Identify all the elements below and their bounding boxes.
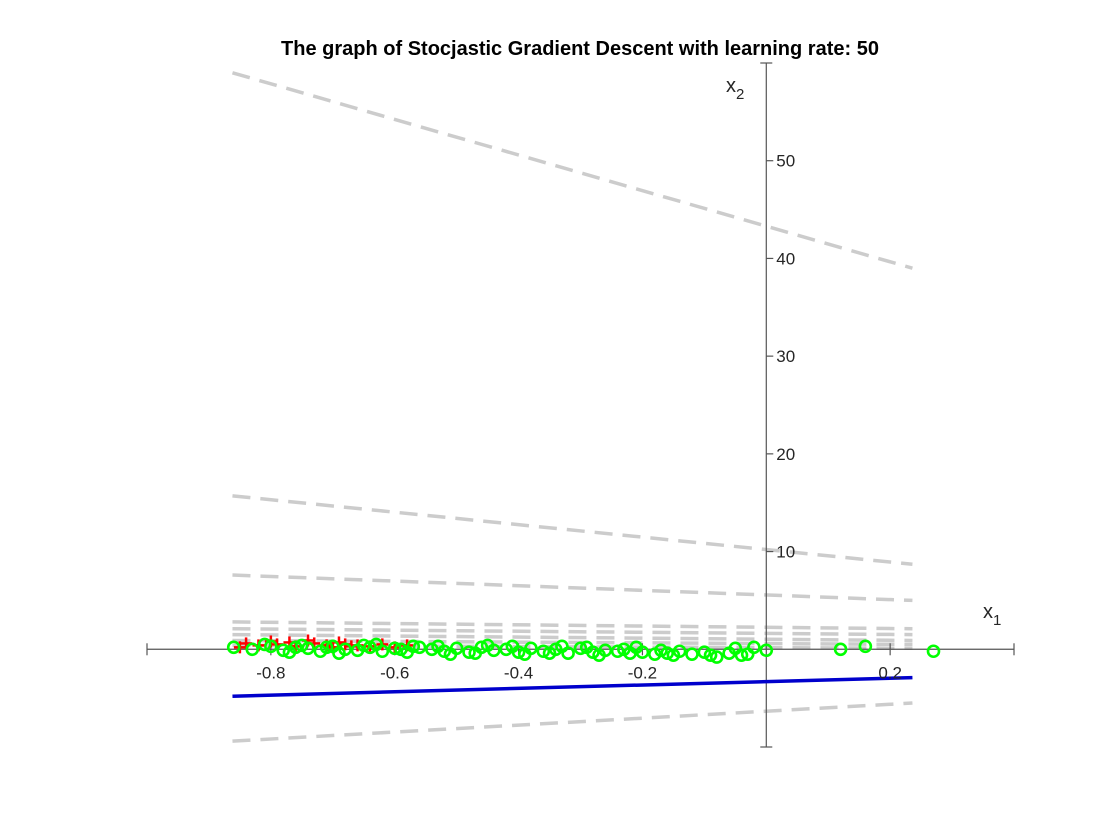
circle-marker	[226, 640, 241, 655]
circle-marker	[617, 642, 631, 657]
y-tick-label: 20	[776, 445, 795, 464]
circle-marker	[356, 638, 371, 653]
x-tick-label: -0.4	[504, 663, 533, 682]
circle-marker	[654, 643, 668, 658]
circle-marker	[245, 642, 260, 657]
y-tick-label: 40	[776, 249, 795, 268]
circle-marker	[462, 645, 476, 660]
intermediate-boundary-line	[232, 573, 913, 603]
x-axis-label: x1	[983, 601, 1001, 629]
circle-marker	[629, 640, 644, 655]
circle-marker	[480, 638, 495, 653]
y-tick-label: 10	[776, 543, 795, 562]
circle-marker	[394, 642, 408, 657]
x-tick-label: -0.6	[380, 663, 409, 682]
x-tick-label: 0.2	[878, 663, 902, 682]
circle-marker	[536, 644, 551, 659]
final-boundary-line	[232, 675, 913, 698]
tick-labels: -0.8 -0.6 -0.4 -0.2 0.2 10 20 30 40 50	[256, 152, 902, 683]
intermediate-boundary-line	[231, 71, 913, 270]
intermediate-boundary-line	[232, 701, 913, 743]
circle-marker	[555, 639, 569, 654]
circle-marker	[709, 650, 724, 664]
circle-marker	[703, 648, 718, 662]
intermediate-boundary-line	[232, 620, 913, 631]
y-axis-label: x2	[726, 75, 744, 103]
circle-marker	[759, 643, 774, 658]
circle-marker	[282, 645, 297, 660]
circle-marker	[926, 644, 941, 659]
y-tick-label: 30	[776, 347, 795, 366]
circle-marker	[332, 646, 346, 660]
circle-marker	[542, 646, 557, 660]
x-tick-label: -0.2	[628, 663, 657, 682]
circle-marker	[412, 640, 427, 655]
y-tick-label: 50	[776, 152, 795, 171]
circle-marker	[858, 639, 873, 654]
circle-marker	[505, 639, 520, 654]
circle-marker	[666, 648, 681, 662]
circle-marker	[319, 640, 334, 655]
circle-marker	[387, 641, 402, 656]
circle-marker	[431, 639, 445, 654]
circle-marker	[276, 643, 291, 658]
circle-marker	[517, 647, 532, 661]
circle-marker	[573, 641, 588, 656]
circle-marker	[833, 642, 848, 657]
circle-marker	[295, 638, 309, 653]
circle-marker	[468, 646, 483, 660]
circle-marker	[406, 639, 421, 654]
circle-marker	[579, 640, 594, 655]
data-points	[226, 634, 941, 664]
final-boundary-layer	[232, 675, 913, 698]
circle-marker	[257, 637, 272, 652]
circle-marker	[740, 647, 755, 661]
intermediate-boundary-line	[232, 632, 913, 643]
circle-marker	[443, 647, 458, 661]
intermediate-boundary-line	[232, 494, 913, 567]
x-tick-label: -0.8	[256, 663, 285, 682]
circle-marker	[369, 637, 383, 652]
circle-marker	[264, 639, 278, 654]
intermediate-boundary-line	[232, 627, 913, 637]
circle-marker	[610, 644, 625, 659]
circle-marker	[592, 648, 606, 662]
circle-marker	[685, 647, 699, 661]
circle-marker	[728, 641, 743, 656]
chart-title: The graph of Stocjastic Gradient Descent…	[281, 38, 879, 60]
